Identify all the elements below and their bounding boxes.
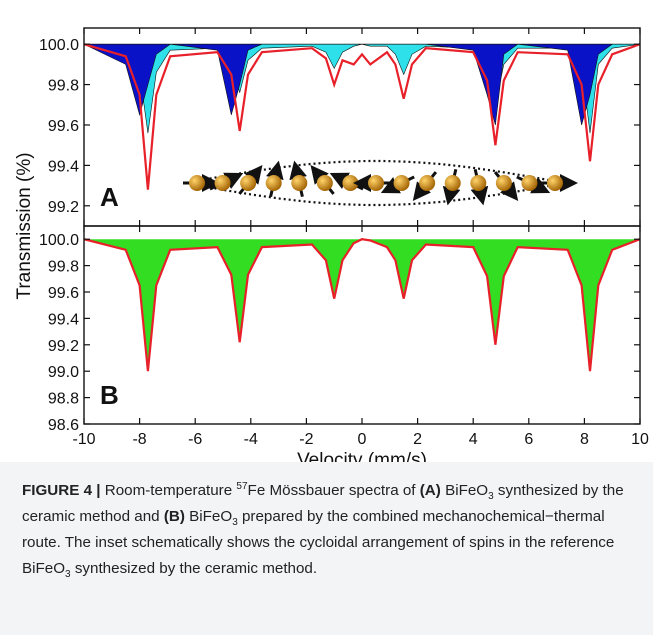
caption-text: synthesized by the ceramic method. (70, 560, 318, 577)
caption-text: Room-temperature (100, 482, 237, 499)
x-tick-label: -10 (72, 431, 95, 448)
caption-text: BiFeO (184, 508, 233, 525)
y-tick-label: 99.4 (48, 158, 79, 175)
caption: FIGURE 4 | Room-temperature 57Fe Mössbau… (0, 462, 653, 635)
panel-label: B (100, 380, 119, 410)
atom (316, 175, 333, 191)
y-tick-label: 98.8 (48, 391, 79, 408)
x-tick-label: 0 (358, 431, 367, 448)
atom (214, 175, 231, 191)
caption-text: Fe Mössbauer spectra of (247, 482, 420, 499)
spin-cycloid-inset (183, 159, 578, 207)
atom (470, 175, 487, 191)
y-tick-label: 99.8 (48, 78, 79, 95)
y-tick-label: 99.0 (48, 364, 79, 381)
panel-label: A (100, 182, 119, 212)
caption-sub: 3 (65, 569, 71, 581)
x-tick-label: 10 (631, 431, 649, 448)
atom (368, 175, 384, 191)
y-tick-label: 98.6 (48, 417, 79, 434)
fit-line (84, 238, 640, 372)
y-tick-label: 99.6 (48, 118, 79, 135)
y-tick-label: 99.2 (48, 338, 79, 355)
x-tick-label: 6 (524, 431, 533, 448)
x-tick-label: -4 (244, 431, 258, 448)
y-tick-label: 99.8 (48, 259, 79, 276)
caption-sub: 3 (232, 517, 238, 529)
atom (393, 175, 410, 191)
atom (342, 175, 359, 191)
caption-text: prepared by the combined mechanochemical… (22, 508, 615, 577)
caption-bold: (A) (419, 482, 441, 499)
subspectrum-area (84, 239, 640, 372)
caption-text: synthesized by the ceramic method and (22, 482, 624, 525)
plot-area (84, 43, 640, 190)
x-axis-label: Velocity (mm/s) (297, 450, 427, 462)
atom (419, 175, 436, 191)
y-tick-label: 99.2 (48, 199, 79, 216)
y-tick-label: 100.0 (39, 232, 79, 249)
panel: 98.6 98.8 99.0 99.2 99.4 99.6 99.8 100.0 -10 -8 -6… (39, 225, 649, 471)
atom (189, 175, 205, 191)
y-axis-label: Transmission (%) (14, 152, 35, 299)
atom (291, 175, 308, 191)
cycloid-envelope (184, 159, 566, 185)
caption-bold: (B) (163, 508, 185, 525)
subspectrum-area (84, 43, 640, 126)
atom (547, 175, 563, 191)
y-tick-label: 100.0 (39, 37, 79, 54)
fit-line (84, 43, 640, 190)
plot-area (84, 238, 640, 372)
atom (521, 175, 538, 191)
atom (240, 175, 257, 191)
x-tick-label: 8 (580, 431, 589, 448)
x-tick-label: -2 (299, 431, 313, 448)
atom (265, 175, 282, 191)
x-tick-label: 4 (469, 431, 478, 448)
cycloid-envelope (184, 181, 566, 207)
caption-label: FIGURE 4 | (22, 482, 101, 499)
x-tick-label: -8 (132, 431, 146, 448)
x-tick-label: 2 (413, 431, 422, 448)
y-tick-label: 99.6 (48, 285, 79, 302)
x-tick-label: -6 (188, 431, 202, 448)
caption-sub: 3 (488, 491, 494, 503)
subspectrum-area (84, 43, 640, 134)
y-tick-label: 99.4 (48, 311, 79, 328)
atom (495, 175, 512, 191)
caption-text: BiFeO (440, 482, 489, 499)
caption-sup: 57 (236, 480, 248, 492)
panel-frame (83, 27, 641, 227)
atom (444, 175, 461, 191)
